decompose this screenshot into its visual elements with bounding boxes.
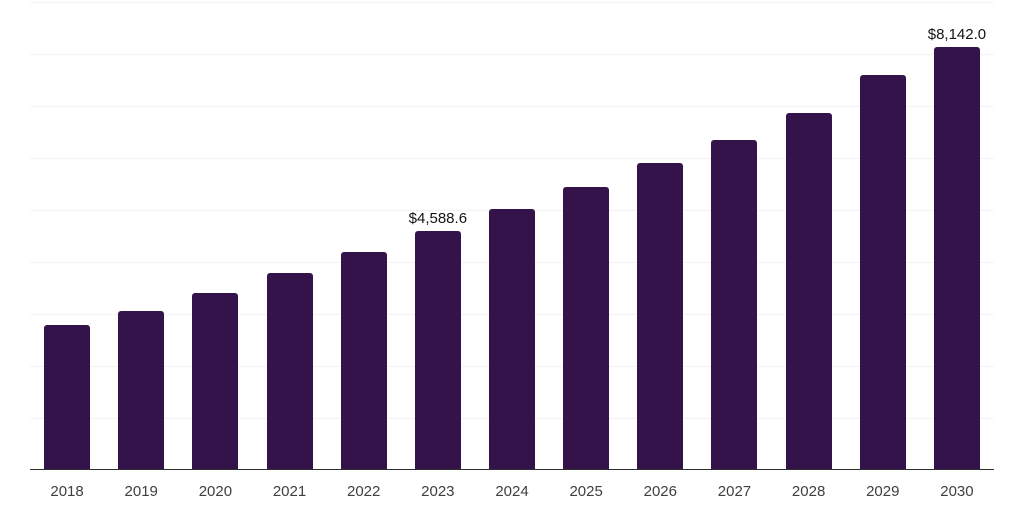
gridline-8000 (30, 53, 994, 55)
gridline-6000 (30, 157, 994, 159)
bar-2028 (785, 113, 832, 470)
data-label-2030: $8,142.0 (927, 25, 987, 43)
bar-2030 (933, 46, 980, 470)
x-tick-label-2028: 2028 (791, 483, 826, 500)
bar-2029 (859, 74, 906, 470)
x-tick-label-2020: 2020 (198, 483, 233, 500)
x-tick-label-2030: 2030 (940, 483, 974, 500)
x-axis-line (30, 468, 994, 470)
x-tick-label-2029: 2029 (866, 483, 900, 500)
x-tick-label-2019: 2019 (124, 483, 158, 500)
x-tick-label-2022: 2022 (347, 483, 381, 500)
bar-2027 (711, 140, 758, 470)
gridline-9000 (30, 1, 994, 3)
gridline-7000 (30, 105, 994, 107)
x-tick-label-2023: 2023 (421, 483, 455, 500)
x-tick-label-2025: 2025 (569, 483, 603, 500)
x-tick-label-2026: 2026 (643, 483, 677, 500)
data-label-2023: $4,588.6 (408, 210, 468, 228)
bar-2024 (489, 208, 535, 470)
x-tick-label-2018: 2018 (50, 483, 84, 500)
bar-2025 (563, 187, 610, 470)
bar-2020 (192, 293, 239, 470)
bar-2022 (340, 252, 387, 470)
bar-2023 (414, 231, 461, 470)
bar-2021 (266, 272, 313, 470)
x-tick-label-2021: 2021 (272, 483, 307, 500)
plot-area: $4,588.6 $8,142.0 (30, 1, 994, 470)
x-tick-label-2024: 2024 (495, 483, 529, 500)
bar-2018 (44, 324, 91, 470)
bar-2019 (118, 310, 165, 470)
x-tick-label-2027: 2027 (717, 483, 752, 500)
bar-2026 (637, 162, 684, 470)
